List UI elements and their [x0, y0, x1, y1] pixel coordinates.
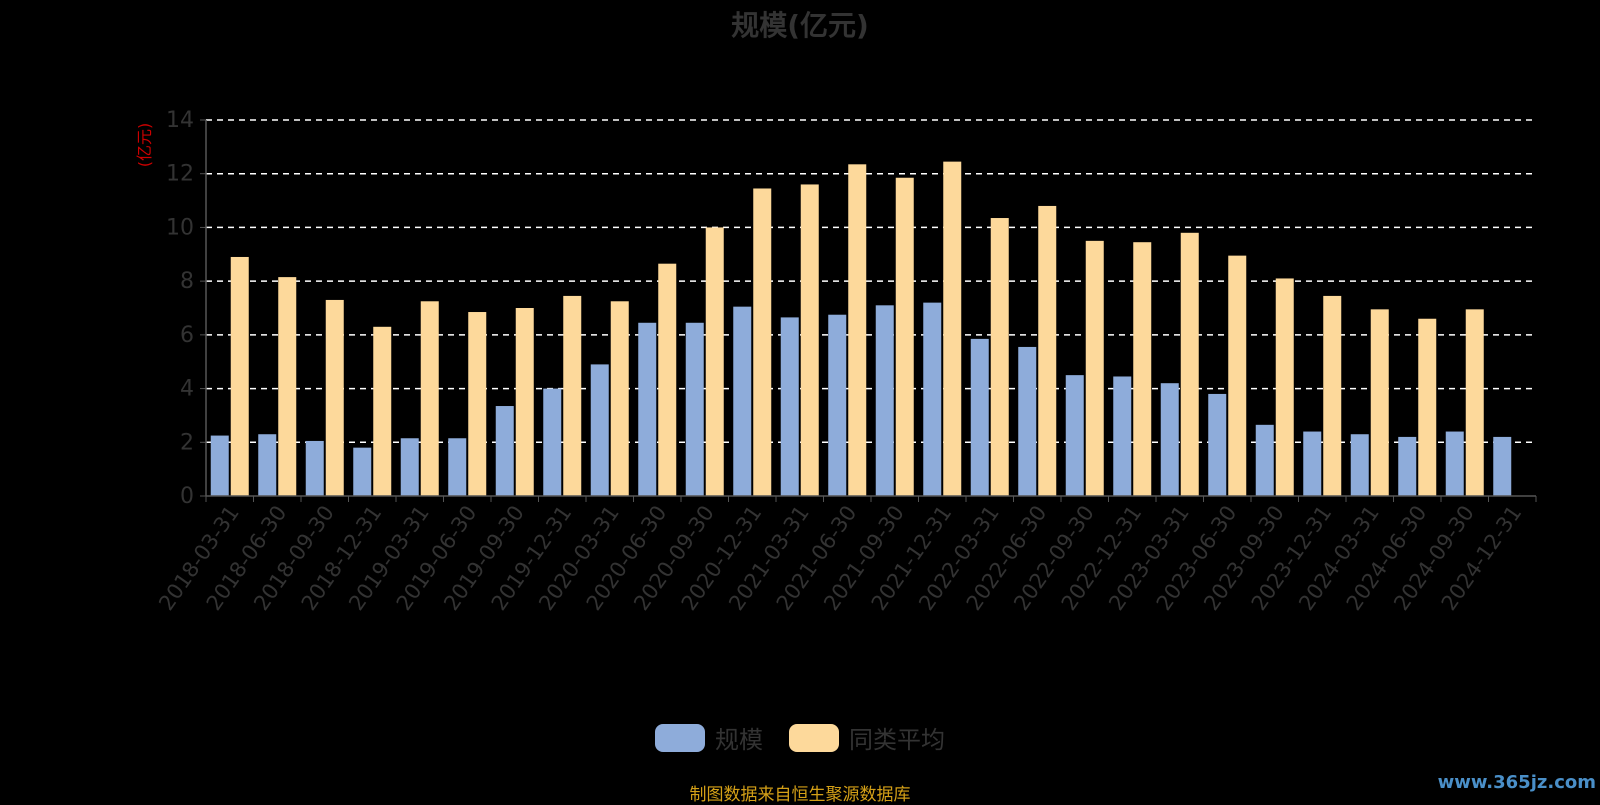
- bar-scale: [1398, 436, 1417, 496]
- source-note: 制图数据来自恒生聚源数据库: [689, 785, 911, 805]
- bar-peer-average: [1275, 278, 1294, 496]
- bar-chart: 024681012142018-03-312018-06-302018-09-3…: [135, 108, 1537, 615]
- bar-peer-average: [563, 295, 582, 496]
- y-tick-label: 0: [180, 484, 194, 509]
- bar-scale: [353, 447, 372, 496]
- legend: 规模 同类平均: [0, 720, 1600, 755]
- bar-scale: [1303, 431, 1322, 496]
- bar-scale: [210, 435, 229, 496]
- bar-scale: [448, 438, 467, 496]
- legend-item-peer-average[interactable]: 同类平均: [789, 720, 945, 755]
- bar-peer-average: [1323, 295, 1342, 496]
- bar-scale: [495, 406, 514, 496]
- y-tick-label: 4: [180, 377, 194, 402]
- y-tick-label: 8: [180, 269, 194, 294]
- bar-peer-average: [468, 312, 487, 496]
- bar-peer-average: [848, 164, 867, 497]
- bar-peer-average: [990, 218, 1009, 496]
- bar-peer-average: [515, 308, 534, 496]
- bar-peer-average: [373, 326, 392, 496]
- bar-scale: [970, 338, 989, 496]
- bar-scale: [400, 438, 419, 496]
- bar-scale: [1065, 375, 1084, 496]
- bar-scale: [780, 317, 799, 496]
- bar-peer-average: [610, 301, 629, 496]
- watermark: www.365jz.com: [1437, 772, 1596, 793]
- bar-scale: [875, 305, 894, 496]
- y-tick-label: 14: [166, 108, 194, 133]
- bar-peer-average: [753, 188, 772, 496]
- bar-scale: [1255, 424, 1274, 496]
- bar-peer-average: [1038, 205, 1057, 496]
- bars: [210, 161, 1512, 497]
- bar-scale: [1493, 436, 1512, 496]
- bar-scale: [590, 364, 609, 496]
- bar-scale: [1208, 393, 1227, 496]
- y-tick-label: 10: [166, 215, 194, 240]
- bar-peer-average: [943, 161, 962, 496]
- y-tick-label: 6: [180, 323, 194, 348]
- bar-scale: [1350, 434, 1369, 496]
- bar-peer-average: [1228, 255, 1247, 496]
- y-tick-label: 12: [166, 162, 194, 187]
- bar-scale: [1018, 346, 1037, 496]
- bar-peer-average: [1370, 309, 1389, 496]
- bar-scale: [828, 314, 847, 496]
- bar-peer-average: [278, 277, 297, 496]
- bar-peer-average: [1133, 242, 1152, 496]
- bar-scale: [685, 322, 704, 496]
- bar-scale: [1445, 431, 1464, 496]
- bar-scale: [923, 302, 942, 496]
- legend-swatch-scale: [655, 723, 705, 752]
- bar-peer-average: [705, 227, 724, 496]
- bar-peer-average: [325, 299, 344, 496]
- bar-scale: [543, 388, 562, 496]
- legend-swatch-peer-average: [789, 723, 839, 752]
- legend-label-peer-average: 同类平均: [849, 726, 945, 754]
- bar-scale: [1113, 376, 1132, 496]
- bar-peer-average: [895, 177, 914, 496]
- y-tick-label: 2: [180, 430, 194, 455]
- bar-scale: [638, 322, 657, 496]
- legend-item-scale[interactable]: 规模: [655, 720, 763, 755]
- bar-peer-average: [1180, 232, 1199, 497]
- chart-title: 规模(亿元): [731, 9, 869, 42]
- bar-peer-average: [800, 184, 819, 496]
- bar-peer-average: [420, 301, 439, 496]
- bar-scale: [733, 306, 752, 496]
- bar-scale: [258, 434, 277, 496]
- y-axis-unit-label: (亿元): [135, 123, 154, 168]
- bar-scale: [1160, 383, 1179, 496]
- bar-peer-average: [1085, 240, 1104, 496]
- bar-peer-average: [658, 263, 677, 496]
- bar-peer-average: [1418, 318, 1437, 496]
- legend-label-scale: 规模: [715, 726, 763, 754]
- bar-peer-average: [230, 256, 249, 496]
- bar-scale: [305, 440, 324, 496]
- bar-peer-average: [1465, 309, 1484, 496]
